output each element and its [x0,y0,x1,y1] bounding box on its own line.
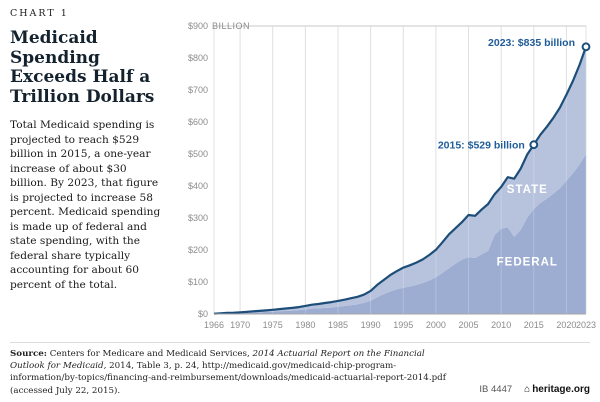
source-note: Source: Centers for Medicare and Medicai… [10,348,455,397]
x-axis-tick-label: 2020 [556,320,576,330]
area-label-federal: FEDERAL [497,256,558,268]
total-spending-line [213,46,588,315]
annotation-label: 2023: $835 billion [488,37,575,49]
footer: Source: Centers for Medicare and Medicai… [10,342,590,397]
page: CHART 1 Medicaid Spending Exceeds Half a… [10,8,598,340]
y-axis-unit-label: BILLION [212,21,250,31]
y-axis-tick-label: $900 [188,21,208,31]
chart-label: CHART 1 [10,8,69,19]
y-axis-tick-label: $100 [188,277,208,287]
x-axis-tick-label: 1980 [295,320,315,330]
x-axis-tick-label: 1975 [263,320,283,330]
source-text-tail: 2014, Table 3, p. 24, http://medicaid.go… [10,361,446,396]
x-axis-tick-label: 1985 [328,320,348,330]
issue-brief-number: IB 4447 [479,383,513,395]
spending-chart: STATE FEDERAL 2015: $529 billion 2023: $835… [188,21,596,330]
y-axis-tick-label: $400 [188,181,208,191]
y-axis-tick-label: $200 [188,245,208,255]
sidebar: CHART 1 Medicaid Spending Exceeds Half a… [10,8,162,340]
chart-title: Medicaid Spending Exceeds Half a Trillio… [10,28,155,107]
area-label-state: STATE [507,184,548,196]
x-axis-tick-label: 1966 [204,320,224,330]
chart-area: STATE FEDERAL 2015: $529 billion 2023: $835… [162,8,598,340]
y-axis-tick-label: $500 [188,149,208,159]
y-axis-tick-label: $600 [188,117,208,127]
source-text: Centers for Medicare and Medicaid Servic… [47,349,253,359]
y-axis-tick-label: $700 [188,85,208,95]
annotation-label: 2015: $529 billion [438,140,525,152]
y-axis-tick-label: $300 [188,213,208,223]
x-axis-tick-label: 2010 [491,320,511,330]
x-axis-tick-label: 1970 [230,320,250,330]
heritage-site-label: heritage.org [532,383,590,395]
y-axis-tick-label: $0 [198,309,208,319]
data-point-marker [529,140,539,150]
branding: IB 4447 ⌂ heritage.org [479,384,590,397]
state-area [214,46,586,314]
x-axis-tick-label: 1990 [361,320,381,330]
house-icon: ⌂ [524,383,531,395]
y-axis-tick-label: $800 [188,53,208,63]
data-point-marker [581,42,591,52]
x-axis-tick-label: 2000 [426,320,446,330]
x-axis-tick-label: 2015 [524,320,544,330]
x-axis-tick-label: 2005 [458,320,478,330]
source-label: Source: [10,349,47,359]
x-axis-tick-label: 2023 [576,320,596,330]
chart-description: Total Medicaid spending is projected to … [10,119,161,291]
federal-area [214,154,586,314]
x-axis-tick-label: 1995 [393,320,413,330]
source-report-title: 2014 Actuarial Report on the Financial O… [10,349,425,372]
